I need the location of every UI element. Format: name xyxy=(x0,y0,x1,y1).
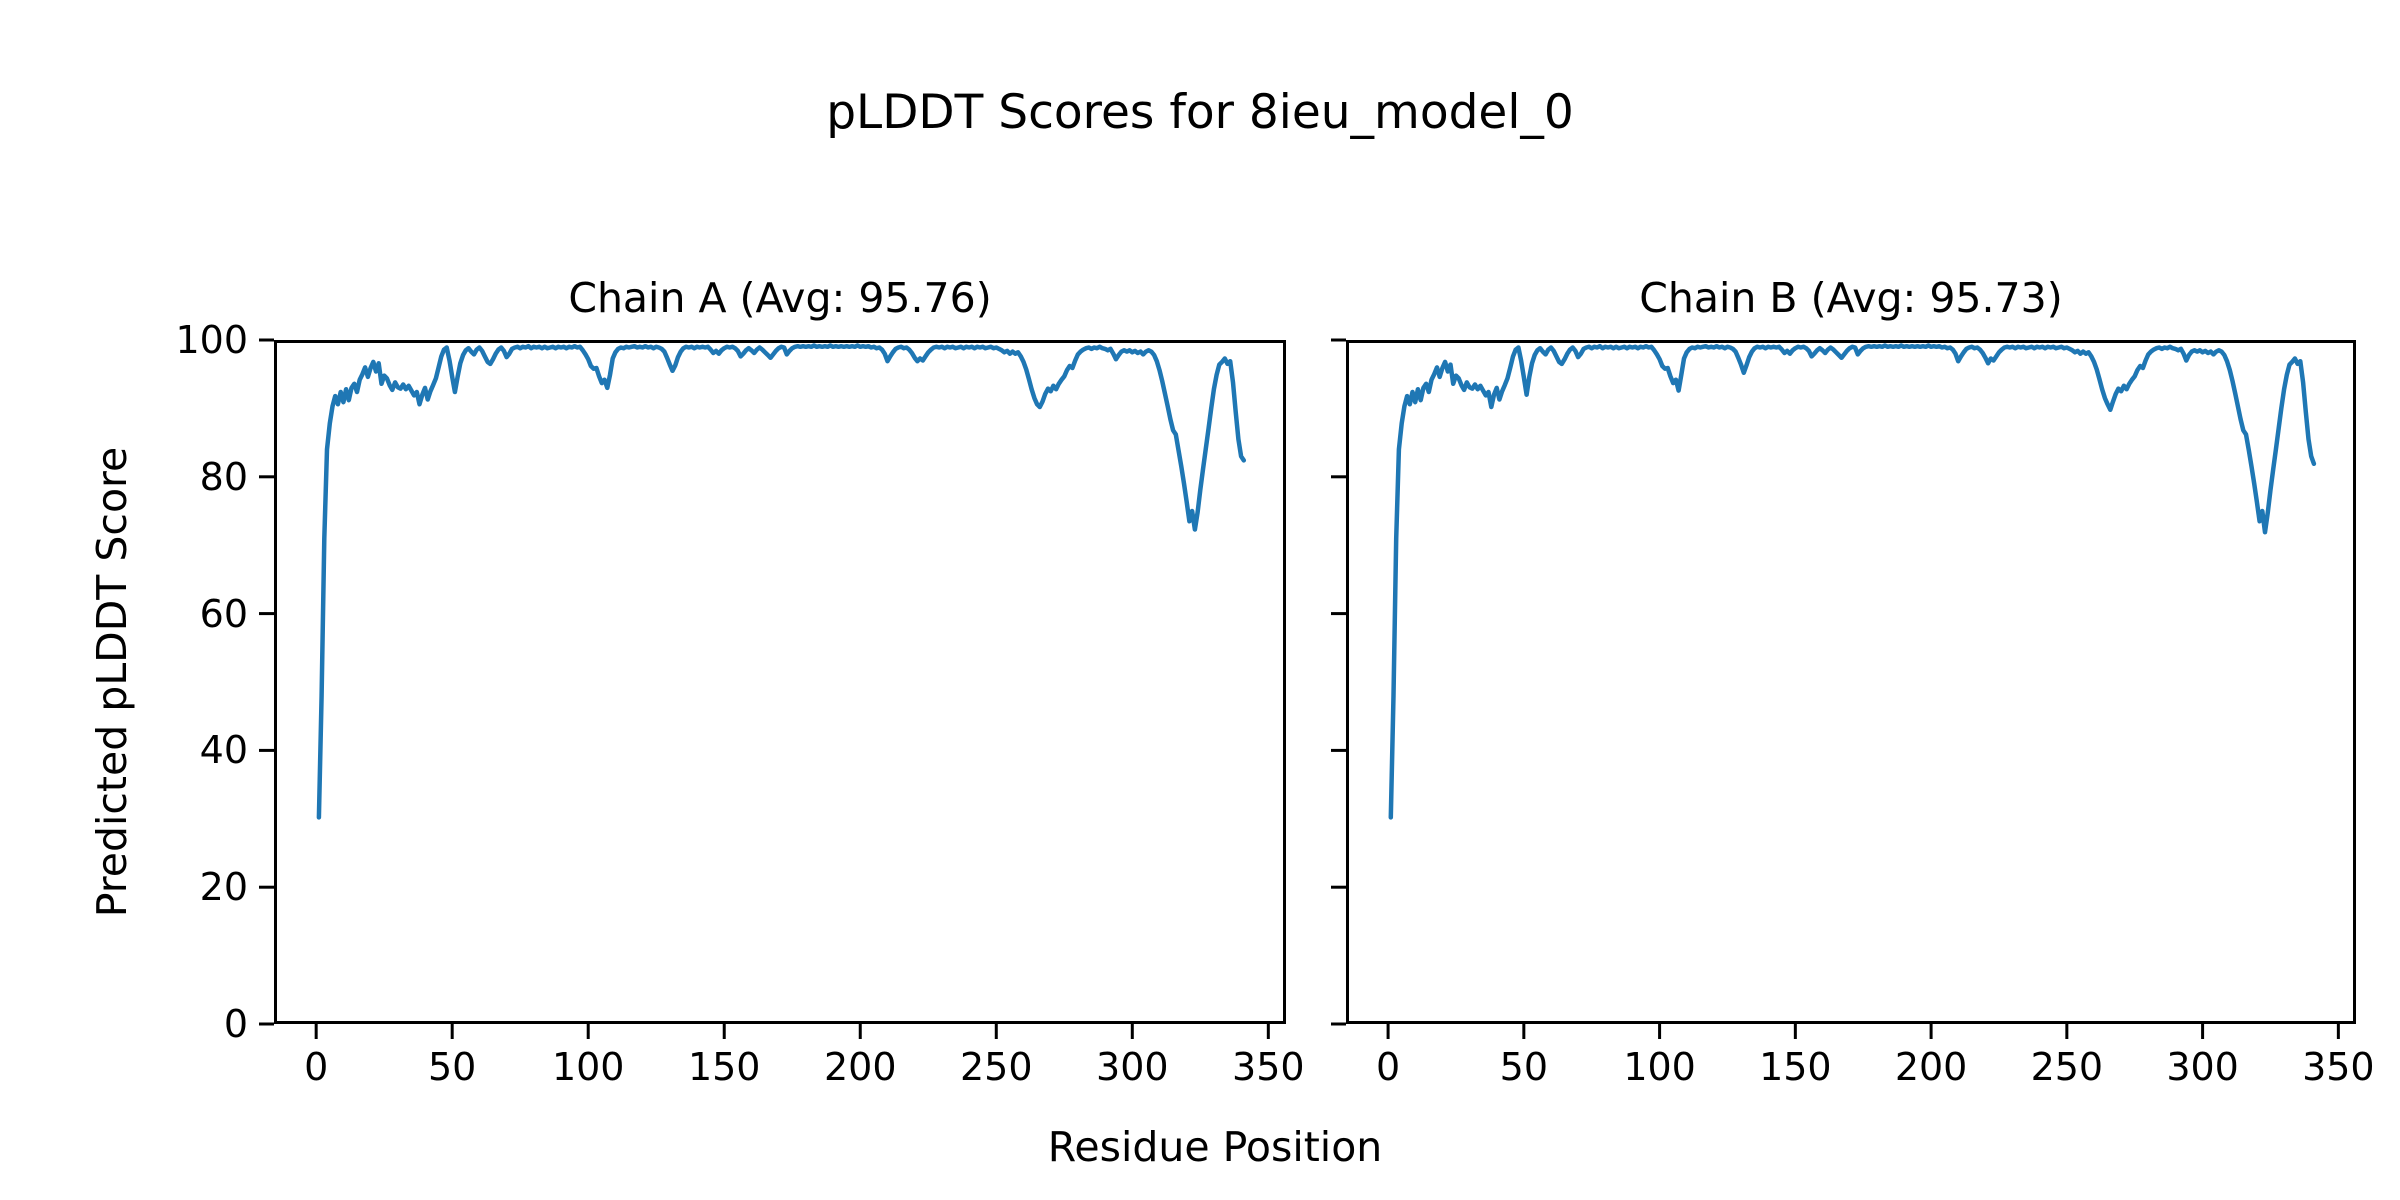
x-tick-label: 100 xyxy=(1623,1045,1696,1089)
chain-b-plot-canvas xyxy=(1331,338,2356,1039)
chain-a-title: Chain A (Avg: 95.76) xyxy=(568,274,992,322)
axes-frame xyxy=(274,340,1286,1024)
y-tick-label: 40 xyxy=(199,728,248,773)
y-axis-label: Predicted pLDDT Score xyxy=(88,446,136,918)
x-tick-label: 300 xyxy=(1096,1045,1169,1089)
x-axis-label: Residue Position xyxy=(1047,1123,1383,1171)
y-tick-label: 60 xyxy=(199,591,248,636)
chain-a-subplot: Chain A (Avg: 95.76) 0 20 40 60 80 100 0 50 100 1… xyxy=(175,275,1304,1086)
x-tick-label: 50 xyxy=(428,1045,477,1089)
x-tick-label: 100 xyxy=(551,1045,625,1089)
x-tick-label: 200 xyxy=(823,1045,897,1089)
x-tick-label: 150 xyxy=(687,1045,761,1089)
plddt-line xyxy=(1388,343,2317,820)
y-tick-label: 20 xyxy=(199,865,248,910)
y-tick-label: 80 xyxy=(199,454,248,499)
x-tick-label: 200 xyxy=(1894,1045,1968,1089)
x-tick-label: 150 xyxy=(1759,1045,1832,1089)
chain-b-title: Chain B (Avg: 95.73) xyxy=(1639,274,2063,322)
x-tick-label: 350 xyxy=(1232,1045,1305,1089)
axes-frame xyxy=(1346,340,2356,1024)
x-tick-label: 0 xyxy=(304,1045,329,1089)
plddt-line xyxy=(316,343,1247,820)
y-tick-label: 0 xyxy=(223,1002,248,1046)
x-tick-label: 300 xyxy=(2166,1045,2239,1089)
x-tick-label: 250 xyxy=(960,1045,1033,1089)
x-tick-label: 250 xyxy=(2030,1045,2104,1089)
x-tick-label: 350 xyxy=(2302,1045,2375,1089)
figure-title: pLDDT Scores for 8ieu_model_0 xyxy=(826,85,1574,140)
x-tick-label: 0 xyxy=(1375,1045,1401,1089)
x-tick-label: 50 xyxy=(1499,1045,1549,1089)
chain-a-plot-canvas xyxy=(259,338,1286,1039)
y-tick-label: 100 xyxy=(175,318,248,362)
chain-b-subplot: Chain B (Avg: 95.73) 0 50 100 150 200 250 300 3… xyxy=(1331,275,2375,1086)
